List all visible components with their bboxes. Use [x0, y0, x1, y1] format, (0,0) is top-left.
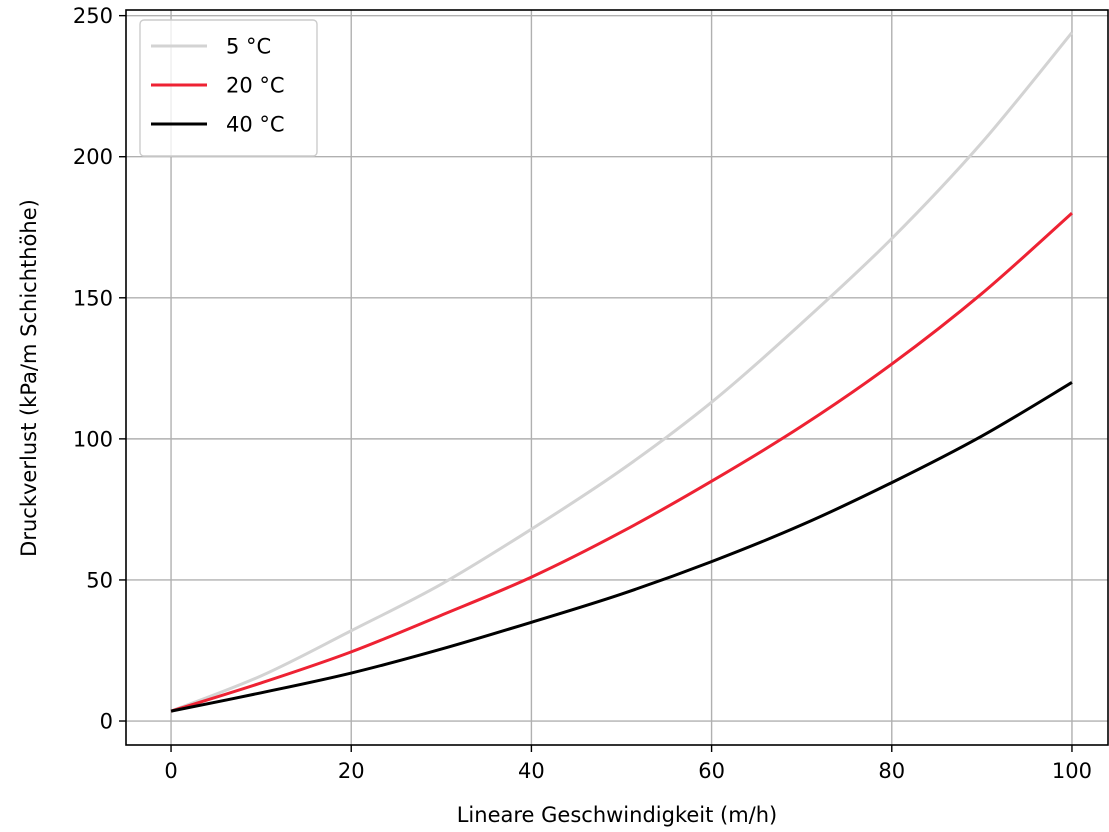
legend: 5 °C 20 °C 40 °C — [139, 19, 318, 157]
x-tick-label: 0 — [164, 759, 177, 783]
y-tick-label: 0 — [100, 710, 113, 734]
axis-ticks: 0 20 40 60 80 100 0 50 100 150 200 250 — [73, 4, 1092, 783]
y-tick-label: 100 — [73, 427, 113, 451]
legend-box — [139, 19, 318, 157]
y-tick-label: 150 — [73, 286, 113, 310]
x-axis-label: Lineare Geschwindigkeit (m/h) — [457, 803, 778, 827]
series-line-2 — [170, 381, 1073, 713]
x-tick-label: 80 — [878, 759, 905, 783]
y-tick-label: 250 — [73, 4, 113, 28]
x-tick-label: 100 — [1052, 759, 1092, 783]
x-tick-label: 20 — [338, 759, 365, 783]
legend-label-0: 5 °C — [226, 35, 271, 59]
legend-label-2: 40 °C — [226, 113, 285, 137]
series-line-0 — [170, 31, 1074, 713]
grid — [126, 10, 1108, 745]
series-line-1 — [170, 212, 1073, 713]
y-tick-label: 50 — [86, 568, 113, 592]
y-tick-label: 200 — [73, 145, 113, 169]
y-axis-label: Druckverlust (kPa/m Schichthöhe) — [17, 199, 41, 557]
legend-label-1: 20 °C — [226, 74, 285, 98]
x-tick-label: 40 — [518, 759, 545, 783]
plot-lines — [170, 31, 1074, 713]
x-tick-label: 60 — [698, 759, 725, 783]
plot-frame — [125, 9, 1109, 746]
